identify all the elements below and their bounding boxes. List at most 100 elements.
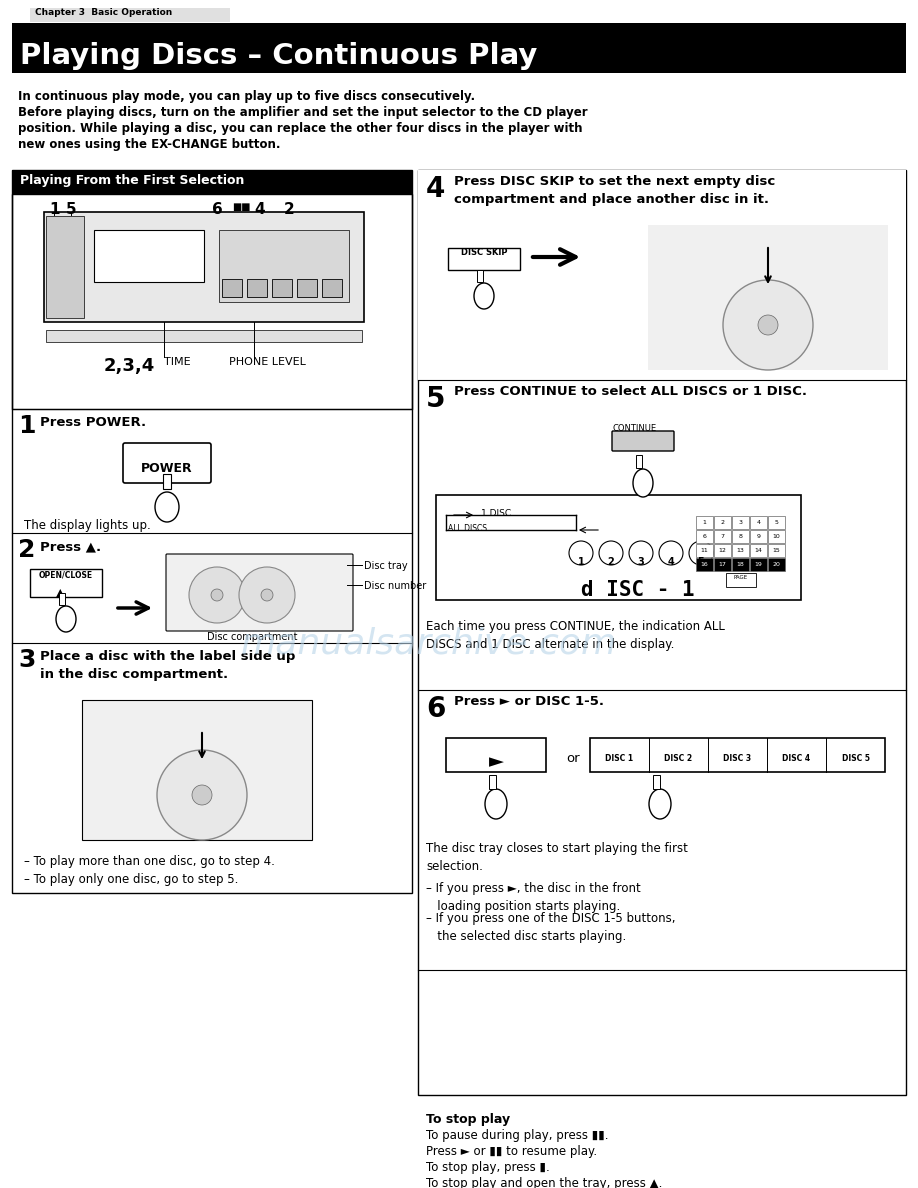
Bar <box>222 279 242 297</box>
Circle shape <box>189 567 245 623</box>
Circle shape <box>599 541 623 565</box>
Bar <box>653 775 660 789</box>
Text: 5: 5 <box>775 520 778 525</box>
Bar <box>750 558 767 571</box>
Text: TIME: TIME <box>164 358 191 367</box>
Text: 11: 11 <box>700 549 709 554</box>
Bar <box>436 495 801 600</box>
Text: 5: 5 <box>698 557 704 567</box>
Bar <box>732 558 749 571</box>
Bar <box>696 558 713 571</box>
Text: 7: 7 <box>721 535 724 539</box>
Bar <box>768 558 785 571</box>
Text: 4: 4 <box>426 175 445 203</box>
Circle shape <box>659 541 683 565</box>
Bar <box>696 530 713 543</box>
Circle shape <box>569 541 593 565</box>
Bar <box>59 593 65 605</box>
Text: manualsarchive.com: manualsarchive.com <box>241 627 617 661</box>
Text: 6: 6 <box>426 695 445 723</box>
Bar <box>247 279 267 297</box>
Bar <box>714 558 731 571</box>
Text: In continuous play mode, you can play up to five discs consecutively.: In continuous play mode, you can play up… <box>18 90 476 103</box>
Bar <box>30 8 230 23</box>
Text: 5: 5 <box>66 202 76 217</box>
Bar <box>94 230 204 282</box>
Bar <box>12 23 906 72</box>
Text: new ones using the EX-CHANGE button.: new ones using the EX-CHANGE button. <box>18 138 281 151</box>
Text: 2: 2 <box>721 520 724 525</box>
Text: To stop play: To stop play <box>426 1113 510 1126</box>
Bar <box>44 211 364 322</box>
Bar <box>46 330 362 342</box>
Bar <box>768 516 785 529</box>
Bar <box>82 700 312 840</box>
Text: 13: 13 <box>736 549 744 554</box>
FancyBboxPatch shape <box>123 443 211 484</box>
Bar <box>732 544 749 557</box>
Text: 1: 1 <box>577 557 585 567</box>
Text: Playing From the First Selection: Playing From the First Selection <box>20 173 244 187</box>
Text: ■■: ■■ <box>232 202 251 211</box>
Text: Disc compartment: Disc compartment <box>207 632 297 642</box>
Text: 3: 3 <box>638 557 644 567</box>
Bar <box>732 516 749 529</box>
Text: Press CONTINUE to select ALL DISCS or 1 DISC.: Press CONTINUE to select ALL DISCS or 1 … <box>454 385 807 398</box>
Bar <box>12 194 412 409</box>
Circle shape <box>723 280 813 369</box>
Text: DISC 1: DISC 1 <box>606 754 633 763</box>
Circle shape <box>261 589 273 601</box>
Text: 4: 4 <box>254 202 264 217</box>
Bar <box>726 573 756 587</box>
Ellipse shape <box>649 789 671 819</box>
Text: Each time you press CONTINUE, the indication ALL
DISCS and 1 DISC alternate in t: Each time you press CONTINUE, the indica… <box>426 620 725 651</box>
Bar <box>163 474 171 489</box>
Bar <box>590 738 885 772</box>
Text: ►: ► <box>488 752 503 771</box>
Text: 2,3,4: 2,3,4 <box>104 358 155 375</box>
Bar <box>418 170 906 380</box>
Bar <box>477 270 483 282</box>
Text: 2: 2 <box>284 202 295 217</box>
Bar <box>446 738 546 772</box>
Bar <box>322 279 342 297</box>
Text: To stop play, press ▮.: To stop play, press ▮. <box>426 1161 550 1174</box>
Text: To stop play and open the tray, press ▲.: To stop play and open the tray, press ▲. <box>426 1177 663 1188</box>
Text: 4: 4 <box>667 557 675 567</box>
Circle shape <box>689 541 713 565</box>
Text: 1 DISC: 1 DISC <box>481 508 511 518</box>
Text: PHONE LEVEL: PHONE LEVEL <box>229 358 306 367</box>
Bar <box>714 544 731 557</box>
Text: 6: 6 <box>212 202 223 217</box>
Bar <box>768 544 785 557</box>
Bar <box>12 170 412 893</box>
Text: – To play more than one disc, go to step 4.: – To play more than one disc, go to step… <box>24 855 274 868</box>
Text: 1: 1 <box>18 413 36 438</box>
Bar <box>636 455 642 468</box>
Bar <box>714 516 731 529</box>
Text: – If you press one of the DISC 1-5 buttons,
   the selected disc starts playing.: – If you press one of the DISC 1-5 butto… <box>426 912 676 943</box>
Circle shape <box>239 567 295 623</box>
Circle shape <box>192 785 212 805</box>
Text: Disc number: Disc number <box>364 581 426 590</box>
Text: DISC SKIP: DISC SKIP <box>461 248 508 257</box>
Ellipse shape <box>155 492 179 522</box>
Bar <box>297 279 317 297</box>
Text: DISC 4: DISC 4 <box>782 754 811 763</box>
Text: Before playing discs, turn on the amplifier and set the input selector to the CD: Before playing discs, turn on the amplif… <box>18 106 588 119</box>
Circle shape <box>629 541 653 565</box>
Text: 16: 16 <box>700 562 709 568</box>
Text: CONTINUE: CONTINUE <box>613 424 657 432</box>
Bar <box>648 225 888 369</box>
Bar <box>12 170 412 194</box>
Bar <box>418 170 906 1095</box>
Bar <box>448 248 520 270</box>
Text: 12: 12 <box>719 549 726 554</box>
Ellipse shape <box>485 789 507 819</box>
Text: DISC 2: DISC 2 <box>665 754 692 763</box>
Text: POWER: POWER <box>141 462 193 475</box>
Ellipse shape <box>56 606 76 632</box>
Text: 18: 18 <box>736 562 744 568</box>
Text: – To play only one disc, go to step 5.: – To play only one disc, go to step 5. <box>24 873 239 886</box>
Bar <box>732 530 749 543</box>
